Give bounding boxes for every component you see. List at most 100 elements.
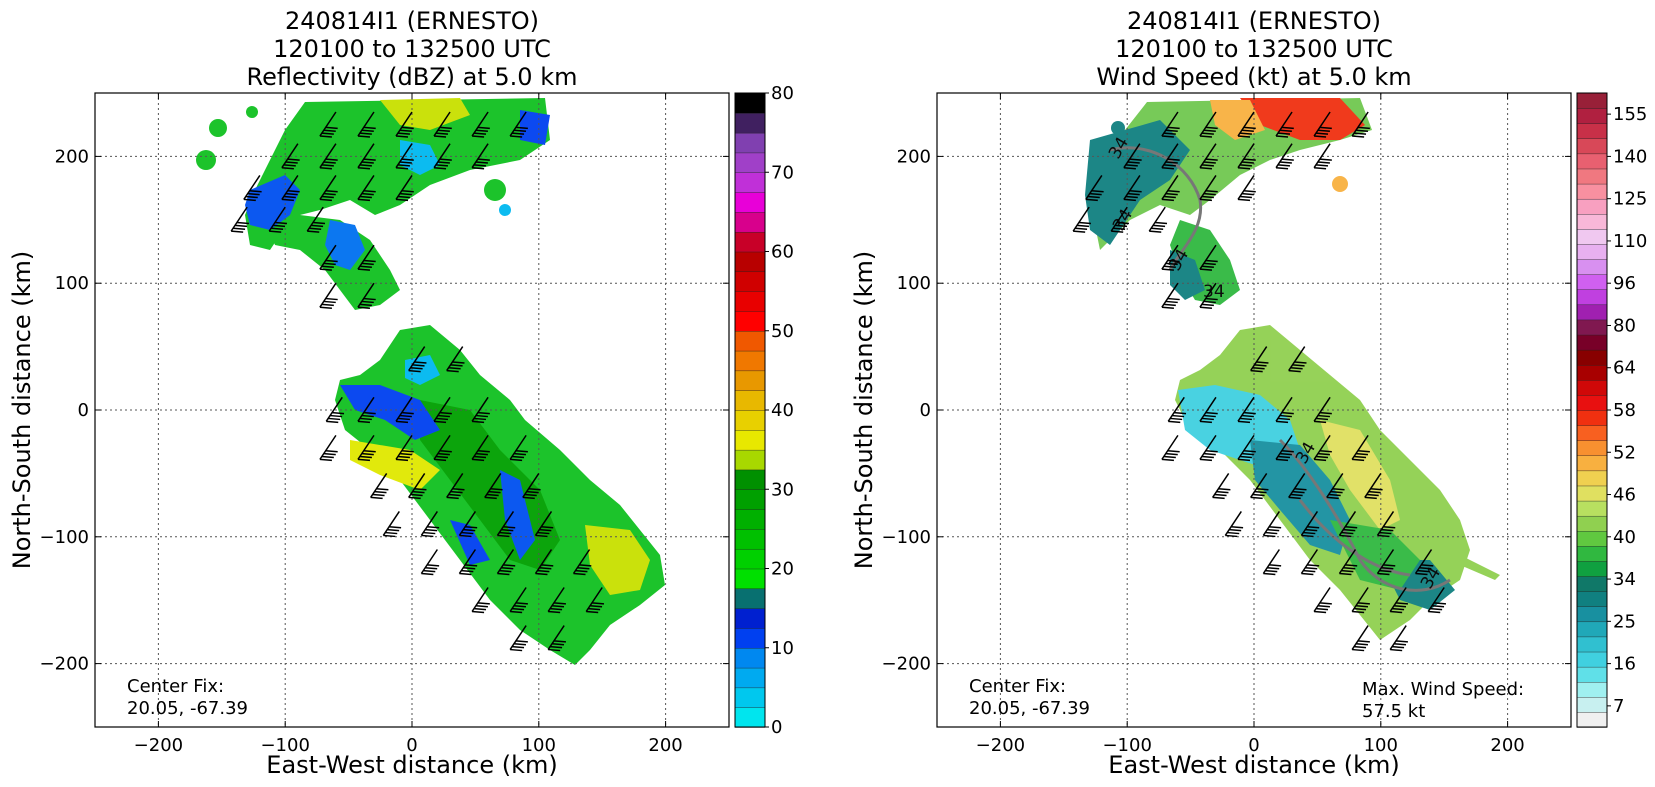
reflectivity-colorbar-segment <box>734 627 766 649</box>
reflectivity-y-tick-label: −100 <box>40 527 89 548</box>
wind-echo-north-teal <box>1085 120 1190 245</box>
wind-speed-wind-barb <box>1085 175 1104 202</box>
reflectivity-colorbar-segment <box>734 290 766 312</box>
wind-speed-wind-barb <box>1237 175 1256 202</box>
reflectivity-colorbar-segment <box>734 429 766 451</box>
reflectivity-colorbar-segment <box>734 350 766 372</box>
wind-speed-colorbar-segment <box>1576 651 1608 668</box>
reflectivity-colorbar-segment <box>734 231 766 253</box>
reflectivity-wind-barb <box>395 434 414 462</box>
reflectivity-y-tick-label: 200 <box>55 146 89 167</box>
wind-speed-colorbar-segment <box>1576 92 1608 109</box>
wind-speed-wind-barb <box>1300 511 1320 538</box>
wind-speed-x-tick-label: −100 <box>1102 735 1151 756</box>
wind-speed-wind-barb <box>1161 175 1180 202</box>
wind-speed-colorbar-segment <box>1576 575 1608 592</box>
wind-speed-colorbar-segment <box>1576 153 1608 170</box>
wind-speed-wind-barb <box>1110 206 1130 233</box>
wind-speed-grid <box>937 93 1571 727</box>
wind-34kt-contour-south-2 <box>1298 499 1411 577</box>
wind-speed-colorbar-tick-label: 40 <box>1613 527 1636 548</box>
wind-speed-wind-barb <box>1288 346 1307 373</box>
wind-speed-colorbar-segment <box>1576 696 1608 713</box>
wind-speed-colorbar-tick-label: 16 <box>1613 654 1636 675</box>
wind-speed-wind-barb <box>1288 472 1307 500</box>
reflectivity-grid <box>95 93 729 727</box>
reflectivity-echo-north-spiral <box>260 210 400 310</box>
reflectivity-x-tick-label: 100 <box>522 735 556 756</box>
wind-speed-wind-barb <box>1275 396 1294 424</box>
wind-speed-colorbar-tick-label: 155 <box>1613 104 1647 125</box>
wind-speed-wind-barb <box>1250 346 1269 373</box>
wind-speed-wind-barb <box>1389 625 1408 652</box>
wind-speed-wind-barb <box>1199 143 1218 170</box>
reflectivity-colorbar: 0 10 20 30 40 50 60 70 80 <box>734 83 794 738</box>
reflectivity-wind-barb <box>420 549 440 576</box>
wind-speed-wind-barb <box>1123 175 1142 202</box>
reflectivity-wind-barb <box>357 143 376 170</box>
wind-speed-colorbar-tick-label: 80 <box>1613 315 1636 336</box>
reflectivity-wind-barb <box>357 175 376 202</box>
reflectivity-wind-barbs <box>230 111 605 652</box>
wind-speed-wind-barb <box>1376 511 1396 538</box>
reflectivity-colorbar-segment <box>734 706 766 728</box>
reflectivity-echo-cell-5 <box>246 106 258 118</box>
reflectivity-title-line-2: 120100 to 132500 UTC <box>273 35 551 63</box>
reflectivity-echo-south-yellow-1 <box>350 440 440 490</box>
reflectivity-echo-north-cyan <box>400 140 440 175</box>
reflectivity-x-tick-label: 0 <box>406 735 417 756</box>
wind-speed-wind-barb <box>1313 396 1332 424</box>
wind-echo-cell-1 <box>1332 176 1348 192</box>
reflectivity-wind-barb <box>319 282 338 309</box>
reflectivity-wind-barb <box>319 244 338 271</box>
reflectivity-colorbar-segment <box>734 647 766 669</box>
reflectivity-echo-south-blue-streak <box>500 470 535 560</box>
reflectivity-colorbar-segment <box>734 172 766 193</box>
wind-speed-wind-barb <box>1199 282 1218 309</box>
wind-speed-wind-barb <box>1199 175 1218 202</box>
wind-echo-north-red <box>1240 98 1365 140</box>
wind-speed-wind-barb <box>1123 143 1142 170</box>
reflectivity-colorbar-segment <box>734 508 766 530</box>
wind-speed-x-tick-label: 200 <box>1490 735 1524 756</box>
wind-echo-south-yellow <box>1320 420 1400 530</box>
reflectivity-wind-barb <box>420 511 440 538</box>
wind-speed-colorbar-segment <box>1576 621 1608 638</box>
wind-speed-colorbar-segment <box>1576 198 1608 215</box>
wind-speed-wind-barb <box>1364 472 1383 500</box>
wind-speed-colorbar-segment <box>1576 394 1608 411</box>
wind-speed-wind-barb <box>1148 206 1168 233</box>
reflectivity-wind-barb <box>325 396 345 424</box>
reflectivity-colorbar-tick-label: 40 <box>771 400 794 421</box>
wind-speed-colorbar-segment <box>1576 319 1608 336</box>
reflectivity-colorbar-segment <box>734 449 766 471</box>
wind-speed-wind-barb <box>1237 111 1256 138</box>
reflectivity-echo-north-weak <box>245 175 300 230</box>
wind-speed-colorbar-segment <box>1576 515 1608 532</box>
wind-speed-colorbar-segment <box>1576 455 1608 472</box>
wind-echo-south-outflow <box>1460 555 1500 580</box>
reflectivity-colorbar-segment <box>734 469 766 490</box>
wind-speed-colorbar-segment <box>1576 258 1608 275</box>
wind-speed-wind-barb <box>1338 511 1358 538</box>
wind-speed-colorbar-segment <box>1576 681 1608 698</box>
reflectivity-wind-barb <box>509 587 528 614</box>
reflectivity-colorbar-segment <box>734 191 766 213</box>
wind-speed-colorbar-tick-label: 34 <box>1613 569 1636 590</box>
reflectivity-wind-barb <box>471 587 490 614</box>
reflectivity-echo-north-blue <box>520 110 550 145</box>
reflectivity-title-line-3: Reflectivity (dBZ) at 5.0 km <box>247 63 578 91</box>
reflectivity-y-tick-label: 0 <box>78 400 89 421</box>
reflectivity-wind-barb <box>496 549 516 576</box>
wind-echo-cell-2 <box>1111 121 1125 135</box>
wind-speed-y-tick-label: 200 <box>897 146 931 167</box>
wind-speed-y-tick-label: 100 <box>897 273 931 294</box>
wind-speed-colorbar-segment <box>1576 289 1608 306</box>
reflectivity-colorbar-tick-label: 30 <box>771 479 794 500</box>
reflectivity-wind-barb <box>471 434 490 462</box>
reflectivity-x-tick-label: −100 <box>260 735 309 756</box>
reflectivity-colorbar-segment <box>734 310 766 332</box>
wind-speed-colorbar-segment <box>1576 168 1608 185</box>
reflectivity-colorbar-segment <box>734 409 766 431</box>
wind-speed-x-ticks: −200 −100 0 100 200 <box>976 93 1525 756</box>
